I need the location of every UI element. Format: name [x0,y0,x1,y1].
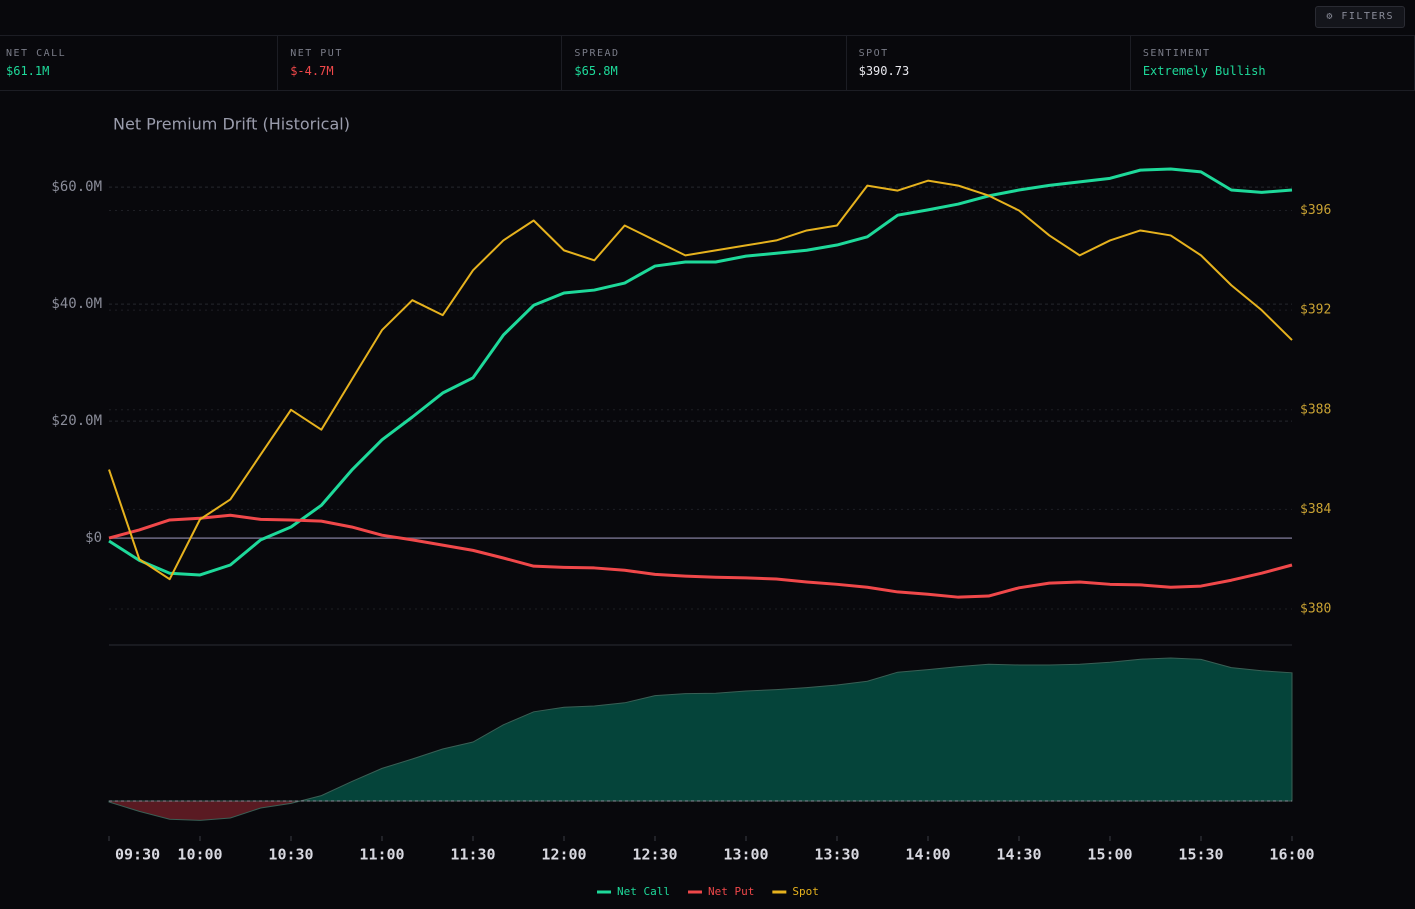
legend-label: Net Put [708,885,754,898]
x-tick-label: 11:00 [359,846,404,864]
x-tick-label: 11:30 [450,846,495,864]
kpi-label: SPOT [858,48,889,59]
x-tick-label: 13:30 [814,846,859,864]
x-tick-label: 14:30 [996,846,1041,864]
x-tick-label: 12:00 [541,846,586,864]
y2-tick-label: $380 [1300,602,1331,617]
x-tick-label: 14:00 [905,846,950,864]
legend-label: Net Call [617,885,670,898]
kpi-value: $390.73 [858,64,910,78]
kpi-value: $65.8M [574,64,618,78]
x-tick-label: 10:30 [268,846,313,864]
kpi-card: SPOT $390.73 [847,36,1131,90]
series-line [108,179,1293,581]
chart-title: Net Premium Drift (Historical) [113,115,350,134]
kpi-label: NET PUT [290,48,343,59]
y-tick-label: $20.0M [51,413,102,429]
kpi-card: SENTIMENT Extremely Bullish [1131,36,1415,90]
y2-tick-label: $388 [1300,402,1331,417]
kpi-value: $-4.7M [290,64,334,78]
y2-tick-label: $396 [1300,203,1331,218]
x-tick-label: 15:00 [1087,846,1132,864]
spread-area [108,657,1293,821]
x-tick-label: 12:30 [632,846,677,864]
y-tick-label: $40.0M [51,296,102,312]
y-tick-label: $0 [85,530,102,546]
filters-button[interactable]: ⚙ FILTERS [1315,6,1405,28]
legend-label: Spot [792,885,819,898]
y2-tick-label: $392 [1300,303,1331,318]
kpi-card: NET PUT $-4.7M [278,36,563,90]
y2-tick-label: $384 [1300,502,1331,517]
x-tick-label: 13:00 [723,846,768,864]
series-line [108,167,1293,577]
kpi-label: SENTIMENT [1142,48,1211,59]
y-tick-label: $60.0M [51,179,102,195]
kpi-card: SPREAD $65.8M [562,36,847,90]
kpi-value: Extremely Bullish [1142,64,1266,78]
kpi-row: NET CALL $61.1M NET PUT $-4.7M SPREAD $65.8M S… [0,36,1415,91]
x-tick-label: 16:00 [1269,846,1314,864]
x-tick-label: 15:30 [1178,846,1223,864]
top-bar: ⚙ FILTERS [0,0,1415,36]
kpi-label: NET CALL [6,48,67,59]
kpi-value: $61.1M [6,64,50,78]
x-tick-label: 09:30 [115,846,160,864]
kpi-card: NET CALL $61.1M [0,36,279,90]
series-line [108,513,1293,599]
kpi-label: SPREAD [574,48,620,59]
x-tick-label: 10:00 [177,846,222,864]
